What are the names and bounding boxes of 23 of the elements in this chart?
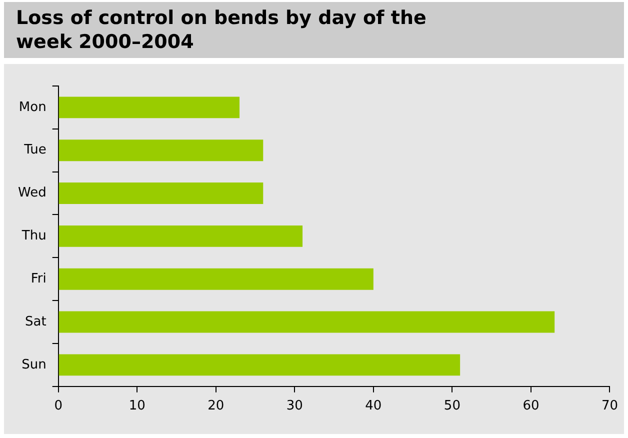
- bar: [58, 140, 264, 162]
- bar: [58, 268, 374, 290]
- chart-title: Loss of control on bends by day of the week 2000–2004: [16, 6, 428, 54]
- bar: [58, 354, 460, 376]
- y-tick-label: Wed: [18, 186, 46, 201]
- x-tick-label: 0: [54, 398, 62, 414]
- bar: [58, 225, 303, 247]
- x-tick-label: 50: [444, 398, 460, 414]
- x-tick-label: 40: [365, 398, 382, 414]
- y-tick-label: Sun: [22, 357, 46, 372]
- bar: [58, 182, 264, 204]
- y-tick-label: Sat: [25, 314, 46, 330]
- bar: [58, 311, 555, 333]
- bar: [58, 96, 240, 118]
- x-tick-label: 70: [601, 398, 618, 414]
- y-tick-label: Mon: [18, 100, 46, 115]
- x-tick-label: 10: [128, 398, 146, 414]
- y-tick-label: Tue: [23, 142, 46, 158]
- y-tick-label: Thu: [20, 228, 46, 244]
- x-tick-label: 20: [208, 398, 224, 414]
- x-tick-label: 30: [286, 398, 303, 414]
- y-tick-label: Fri: [30, 271, 46, 286]
- x-tick-label: 60: [522, 398, 540, 414]
